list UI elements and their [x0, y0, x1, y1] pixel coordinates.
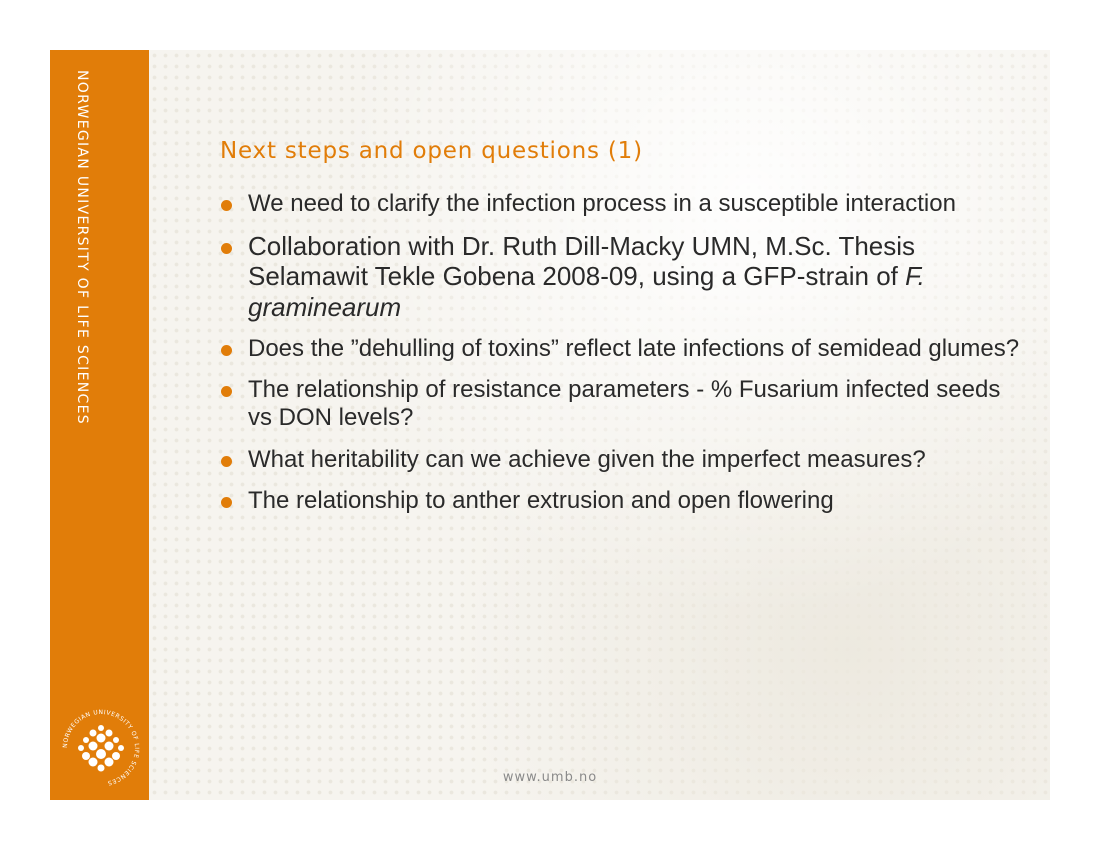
bullet-item: We need to clarify the infection process… [220, 190, 1020, 218]
slide-content: Next steps and open questions (1) We nee… [220, 138, 1020, 528]
bullet-dot-icon [221, 455, 232, 467]
bullet-text: The relationship to anther extrusion and… [248, 486, 834, 514]
bullet-list: We need to clarify the infection process… [220, 190, 1020, 515]
bullet-item: Collaboration with Dr. Ruth Dill-Macky U… [220, 231, 1020, 322]
bullet-text: Collaboration with Dr. Ruth Dill-Macky U… [248, 231, 916, 292]
university-logo: NORWEGIAN UNIVERSITY OF LIFE SCIENCES [62, 709, 140, 786]
bullet-item: What heritability can we achieve given t… [220, 446, 1020, 474]
slide: NORWEGIAN UNIVERSITY OF LIFE SCIENCES NO… [50, 50, 1050, 800]
bullet-text: What heritability can we achieve given t… [248, 445, 926, 473]
bullet-dot-icon [221, 345, 232, 357]
bullet-dot-icon [221, 200, 232, 211]
bullet-text: The relationship of resistance parameter… [248, 376, 1001, 432]
bullet-text: We need to clarify the infection process… [248, 190, 956, 217]
bullet-species-name: F. graminearum [248, 261, 925, 322]
university-name-vertical: NORWEGIAN UNIVERSITY OF LIFE SCIENCES [74, 70, 90, 425]
logo-dot-cluster [78, 725, 124, 772]
sidebar: NORWEGIAN UNIVERSITY OF LIFE SCIENCES NO… [50, 50, 149, 800]
bullet-text: Does the ”dehulling of toxins” reflect l… [248, 335, 1020, 363]
bullet-dot-icon [221, 243, 232, 255]
footer-url: www.umb.no [502, 770, 598, 785]
slide-title: Next steps and open questions (1) [220, 138, 643, 164]
bullet-dot-icon [221, 386, 232, 398]
bullet-item: The relationship to anther extrusion and… [220, 487, 1020, 515]
bullet-item: The relationship of resistance parameter… [220, 376, 1020, 432]
bullet-item: Does the ”dehulling of toxins” reflect l… [220, 335, 1020, 363]
bullet-dot-icon [221, 496, 232, 508]
